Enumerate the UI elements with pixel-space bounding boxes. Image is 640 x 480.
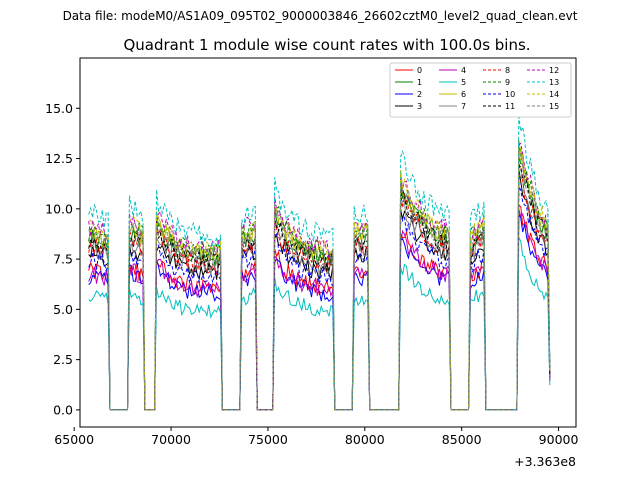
legend-label-14: 14 [549,90,559,99]
legend-frame [389,62,572,118]
x-tick-label: 90000 [539,432,579,447]
legend-label-4: 4 [461,66,466,75]
y-tick-label: 10.0 [45,201,73,216]
x-axis: 65000 70000 75000 80000 85000 90000 [54,427,578,447]
series-layer [88,116,551,411]
legend-label-0: 0 [417,66,422,75]
y-tick-label: 2.5 [53,352,73,367]
legend-label-9: 9 [505,78,510,87]
x-offset-label: +3.363e8 [514,454,576,469]
x-tick-label: 85000 [442,432,482,447]
y-tick-label: 12.5 [45,151,73,166]
legend-label-7: 7 [461,102,466,111]
legend-label-13: 13 [549,78,559,87]
series-line-14 [88,148,551,411]
legend-label-3: 3 [417,102,422,111]
chart-title: Quadrant 1 module wise count rates with … [123,36,530,54]
legend-label-8: 8 [505,66,510,75]
y-tick-label: 0.0 [53,402,73,417]
y-tick-label: 15.0 [45,101,73,116]
series-line-11 [88,163,551,411]
legend-label-15: 15 [549,102,559,111]
legend-label-12: 12 [549,66,559,75]
x-tick-label: 65000 [54,432,94,447]
series-line-8 [88,165,551,411]
y-tick-label: 5.0 [53,302,73,317]
y-tick-label: 7.5 [53,252,73,267]
y-axis: 0.0 2.5 5.0 7.5 10.0 12.5 15.0 [45,101,80,417]
legend-label-2: 2 [417,90,422,99]
series-line-0 [88,203,551,411]
x-tick-label: 80000 [345,432,385,447]
series-line-13 [88,116,551,411]
x-tick-label: 70000 [151,432,191,447]
series-line-12 [88,142,551,411]
series-line-5 [88,236,551,411]
series-line-4 [88,209,551,411]
legend-label-10: 10 [505,90,515,99]
series-line-15 [88,150,551,411]
x-tick-label: 75000 [248,432,288,447]
series-line-10 [88,185,551,411]
legend-label-6: 6 [461,90,466,99]
plot-frame [79,57,577,428]
legend-label-5: 5 [461,78,466,87]
legend-label-1: 1 [417,78,422,87]
suptitle: Data file: modeM0/AS1A09_095T02_90000038… [63,9,578,23]
series-line-3 [88,168,551,411]
legend-label-11: 11 [505,102,515,111]
